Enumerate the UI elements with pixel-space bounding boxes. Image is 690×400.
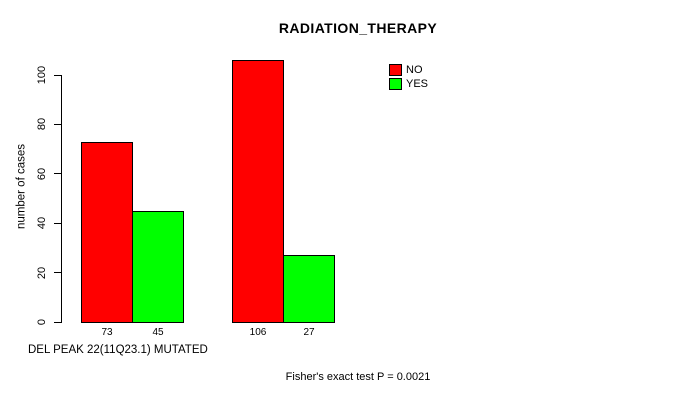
y-axis-line xyxy=(61,75,62,323)
y-tick-mark xyxy=(54,173,61,175)
bar-value-label: 73 xyxy=(101,327,113,338)
bar-value-label: 27 xyxy=(303,327,315,338)
y-tick-label: 100 xyxy=(36,65,48,85)
fisher-test-note: Fisher's exact test P = 0.0021 xyxy=(285,371,431,383)
bar-yes-group1 xyxy=(132,211,184,323)
y-tick-label: 40 xyxy=(36,217,48,230)
x-axis-label: DEL PEAK 22(11Q23.1) MUTATED xyxy=(28,344,208,356)
y-tick-mark xyxy=(54,74,61,76)
legend-swatch-no xyxy=(389,63,402,76)
bar-no-group2 xyxy=(232,60,284,323)
y-tick-label: 20 xyxy=(36,266,48,279)
legend-item-no: NO xyxy=(389,63,428,76)
bar-value-label: 45 xyxy=(152,327,164,338)
chart-title: RADIATION_THERAPY xyxy=(278,20,438,36)
legend-label: NO xyxy=(406,63,423,76)
y-tick-label: 0 xyxy=(36,318,48,326)
bar-no-group1 xyxy=(81,142,133,323)
legend-label: YES xyxy=(406,77,429,90)
bar-yes-group2 xyxy=(283,255,335,323)
y-axis-label: number of cases xyxy=(15,144,28,230)
legend-item-yes: YES xyxy=(389,77,428,90)
y-tick-label: 80 xyxy=(36,118,48,131)
y-tick-mark xyxy=(54,123,61,125)
y-tick-mark xyxy=(54,321,61,323)
legend-swatch-yes xyxy=(389,77,402,90)
legend: NO YES xyxy=(389,63,428,91)
y-tick-mark xyxy=(54,272,61,274)
bar-value-label: 106 xyxy=(249,327,267,338)
y-tick-label: 60 xyxy=(36,167,48,180)
y-tick-mark xyxy=(54,222,61,224)
